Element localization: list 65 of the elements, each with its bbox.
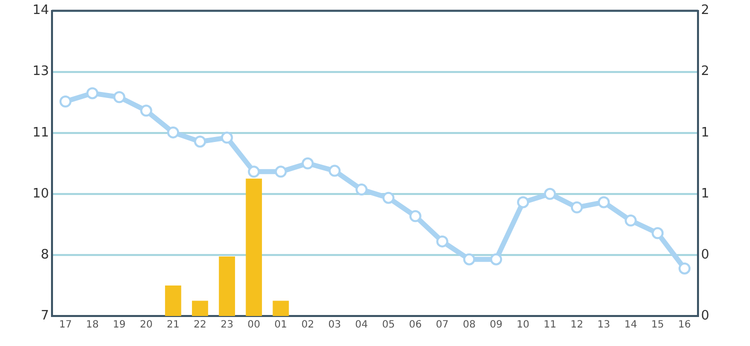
point (517, 196, 530, 208)
x-tick-label: 01 (274, 320, 288, 331)
x-tick-label: 23 (220, 320, 234, 331)
y2-tick-label: 1 (701, 125, 710, 140)
point (436, 235, 448, 248)
point (570, 201, 583, 214)
point (194, 136, 206, 148)
point (652, 227, 664, 240)
bar (165, 285, 182, 316)
y-tick-label: 8 (40, 247, 49, 262)
y-tick-label: 10 (32, 186, 49, 202)
x-tick-label: 21 (166, 320, 180, 331)
x-tick-label: 06 (409, 320, 422, 331)
x-tick-label: 07 (436, 320, 449, 331)
y-tick-label: 11 (32, 125, 49, 140)
x-tick-label: 05 (382, 320, 395, 331)
x-tick-label: 04 (355, 320, 368, 331)
bar (192, 300, 208, 316)
point (167, 126, 180, 138)
point (463, 253, 476, 266)
point (302, 157, 314, 170)
x-tick-label: 13 (597, 320, 610, 331)
point (356, 184, 368, 196)
x-tick-label: 08 (462, 320, 476, 331)
bar (218, 256, 236, 316)
point (624, 214, 637, 227)
x-tick-label: 18 (86, 320, 99, 331)
x-tick-label: 10 (516, 320, 530, 331)
point (220, 132, 233, 144)
point (113, 91, 126, 104)
point (86, 87, 98, 100)
bar (246, 178, 262, 316)
y-tick-label: 7 (40, 308, 49, 324)
y2-tick-label: 0 (701, 308, 710, 324)
point (544, 188, 556, 200)
x-tick-label: 12 (570, 320, 584, 331)
x-tick-label: 09 (490, 320, 502, 331)
point (409, 210, 422, 222)
point (598, 196, 610, 208)
y2-tick-label: 1 (701, 186, 710, 202)
x-tick-label: 16 (678, 320, 691, 331)
point (274, 166, 287, 178)
point (248, 166, 260, 178)
y-tick-label: 14 (32, 3, 49, 18)
point (382, 192, 394, 204)
point (328, 164, 341, 177)
x-tick-label: 00 (248, 320, 260, 331)
x-tick-label: 20 (140, 320, 153, 331)
x-tick-label: 03 (328, 320, 341, 331)
y2-tick-label: 2 (701, 64, 710, 80)
point (678, 262, 691, 274)
x-tick-label: 14 (624, 320, 638, 331)
point (490, 253, 502, 266)
y2-tick-label: 2 (701, 3, 710, 18)
y2-tick-label: 0 (701, 247, 710, 262)
point (140, 104, 152, 117)
bar (272, 300, 289, 316)
x-tick-label: 11 (544, 320, 556, 331)
x-tick-label: 19 (112, 320, 126, 331)
point (59, 95, 72, 108)
x-tick-label: 02 (301, 320, 314, 331)
y-tick-label: 13 (32, 64, 49, 80)
x-tick-label: 22 (194, 320, 206, 331)
x-tick-label: 15 (651, 320, 664, 331)
x-tick-label: 17 (59, 320, 72, 331)
